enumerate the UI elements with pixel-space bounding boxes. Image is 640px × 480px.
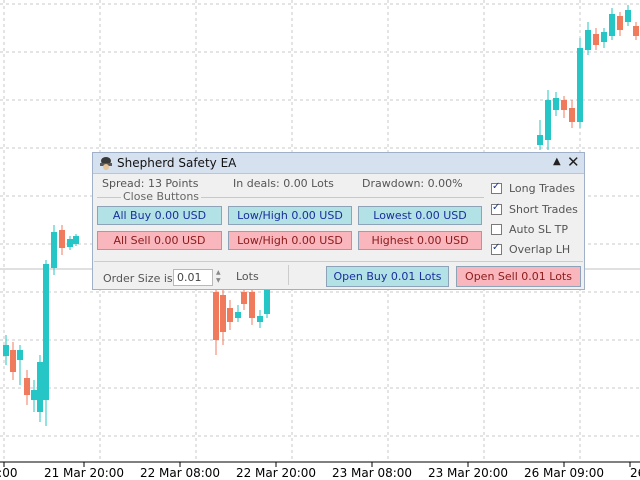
overlap-lh-check-icon[interactable] bbox=[491, 242, 502, 255]
panel-bottom-divider bbox=[94, 261, 583, 262]
long-trades-checkbox[interactable]: Long Trades bbox=[491, 180, 575, 196]
close-low-high-buy-button[interactable]: Low/High 0.00 USD bbox=[228, 206, 352, 225]
x-axis-label: 22 Mar 08:00 bbox=[140, 466, 220, 480]
x-axis-ticks bbox=[3, 462, 631, 467]
spread-text: Spread: 13 Points bbox=[102, 177, 199, 190]
candle-body bbox=[220, 295, 226, 332]
close-all-buy-button[interactable]: All Buy 0.00 USD bbox=[97, 206, 222, 225]
candle-body bbox=[537, 135, 543, 145]
long-trades-check-icon[interactable] bbox=[491, 181, 502, 194]
overlap-lh-label: Overlap LH bbox=[509, 242, 571, 256]
candle-body bbox=[17, 350, 23, 360]
candle-body bbox=[227, 308, 233, 322]
candle-body bbox=[545, 100, 551, 140]
candle-body bbox=[609, 14, 615, 36]
lots-label: Lots bbox=[236, 270, 259, 283]
x-axis-label: 21 Mar 20:00 bbox=[44, 466, 124, 480]
order-size-input[interactable] bbox=[173, 269, 213, 286]
candle-body bbox=[577, 48, 583, 122]
x-axis-label: 26 bbox=[630, 466, 640, 480]
candle-body bbox=[601, 32, 607, 42]
candle-body bbox=[59, 230, 65, 248]
candle-body bbox=[625, 10, 631, 22]
candle-body bbox=[617, 16, 623, 30]
overlap-lh-checkbox[interactable]: Overlap LH bbox=[491, 241, 570, 257]
long-trades-label: Long Trades bbox=[509, 181, 575, 195]
order-size-label: Order Size is bbox=[103, 272, 173, 285]
panel-titlebar[interactable]: Shepherd Safety EA ▲ ✕ bbox=[93, 153, 584, 174]
short-trades-label: Short Trades bbox=[509, 202, 578, 216]
candle-body bbox=[10, 350, 16, 372]
candle-body bbox=[73, 236, 79, 244]
close-highest-button[interactable]: Highest 0.00 USD bbox=[358, 231, 482, 250]
candle-body bbox=[569, 108, 575, 122]
spin-up-icon[interactable]: ▲ bbox=[216, 269, 221, 276]
ea-panel: Shepherd Safety EA ▲ ✕ Spread: 13 Points… bbox=[92, 152, 585, 290]
short-trades-checkbox[interactable]: Short Trades bbox=[491, 201, 578, 217]
candle-body bbox=[24, 378, 30, 395]
candle-body bbox=[264, 290, 270, 314]
auto-sl-tp-checkbox[interactable]: Auto SL TP bbox=[491, 221, 568, 237]
close-all-sell-button[interactable]: All Sell 0.00 USD bbox=[97, 231, 222, 250]
open-buy-button[interactable]: Open Buy 0.01 Lots bbox=[326, 266, 449, 287]
spin-down-icon[interactable]: ▼ bbox=[216, 277, 221, 284]
panel-title: Shepherd Safety EA bbox=[117, 156, 237, 170]
short-trades-check-icon[interactable] bbox=[491, 202, 502, 215]
candle-body bbox=[43, 264, 49, 400]
candle-body bbox=[593, 34, 599, 45]
candle-body bbox=[67, 239, 73, 247]
x-axis-labels: 8:00 21 Mar 20:00 22 Mar 08:00 22 Mar 20:00… bbox=[0, 466, 640, 480]
candle-body bbox=[37, 362, 43, 412]
candle-body bbox=[249, 292, 255, 318]
candle-body bbox=[585, 30, 591, 50]
open-sell-button[interactable]: Open Sell 0.01 Lots bbox=[456, 266, 581, 287]
helmet-icon bbox=[100, 157, 112, 170]
minimize-icon[interactable]: ▲ bbox=[553, 156, 561, 167]
close-lowest-button[interactable]: Lowest 0.00 USD bbox=[358, 206, 482, 225]
auto-sl-tp-label: Auto SL TP bbox=[509, 222, 568, 236]
candle-body bbox=[257, 316, 263, 322]
x-axis-label: 23 Mar 08:00 bbox=[332, 466, 412, 480]
x-axis-label: 26 Mar 09:00 bbox=[524, 466, 604, 480]
in-deals-text: In deals: 0.00 Lots bbox=[233, 177, 334, 190]
candle-body bbox=[553, 98, 559, 110]
auto-sl-tp-check-icon[interactable] bbox=[491, 223, 502, 235]
x-axis-label: 8:00 bbox=[0, 466, 17, 480]
candle-body bbox=[633, 26, 639, 36]
close-low-high-sell-button[interactable]: Low/High 0.00 USD bbox=[228, 231, 352, 250]
drawdown-text: Drawdown: 0.00% bbox=[362, 177, 463, 190]
x-axis-label: 23 Mar 20:00 bbox=[428, 466, 508, 480]
x-axis-label: 22 Mar 20:00 bbox=[236, 466, 316, 480]
candle-body bbox=[235, 312, 241, 318]
close-buttons-label: Close Buttons bbox=[121, 190, 202, 203]
candle-body bbox=[241, 292, 247, 304]
candle-body bbox=[51, 232, 57, 268]
candle-body bbox=[31, 390, 37, 400]
candles bbox=[3, 5, 639, 426]
close-icon[interactable]: ✕ bbox=[567, 153, 580, 171]
candle-body bbox=[3, 345, 9, 356]
order-size-stepper[interactable]: ▲ ▼ bbox=[216, 269, 226, 286]
candle-body bbox=[213, 292, 219, 340]
close-buttons-group-border bbox=[97, 197, 484, 198]
candle-body bbox=[561, 100, 567, 110]
bottom-vertical-divider bbox=[288, 265, 289, 285]
